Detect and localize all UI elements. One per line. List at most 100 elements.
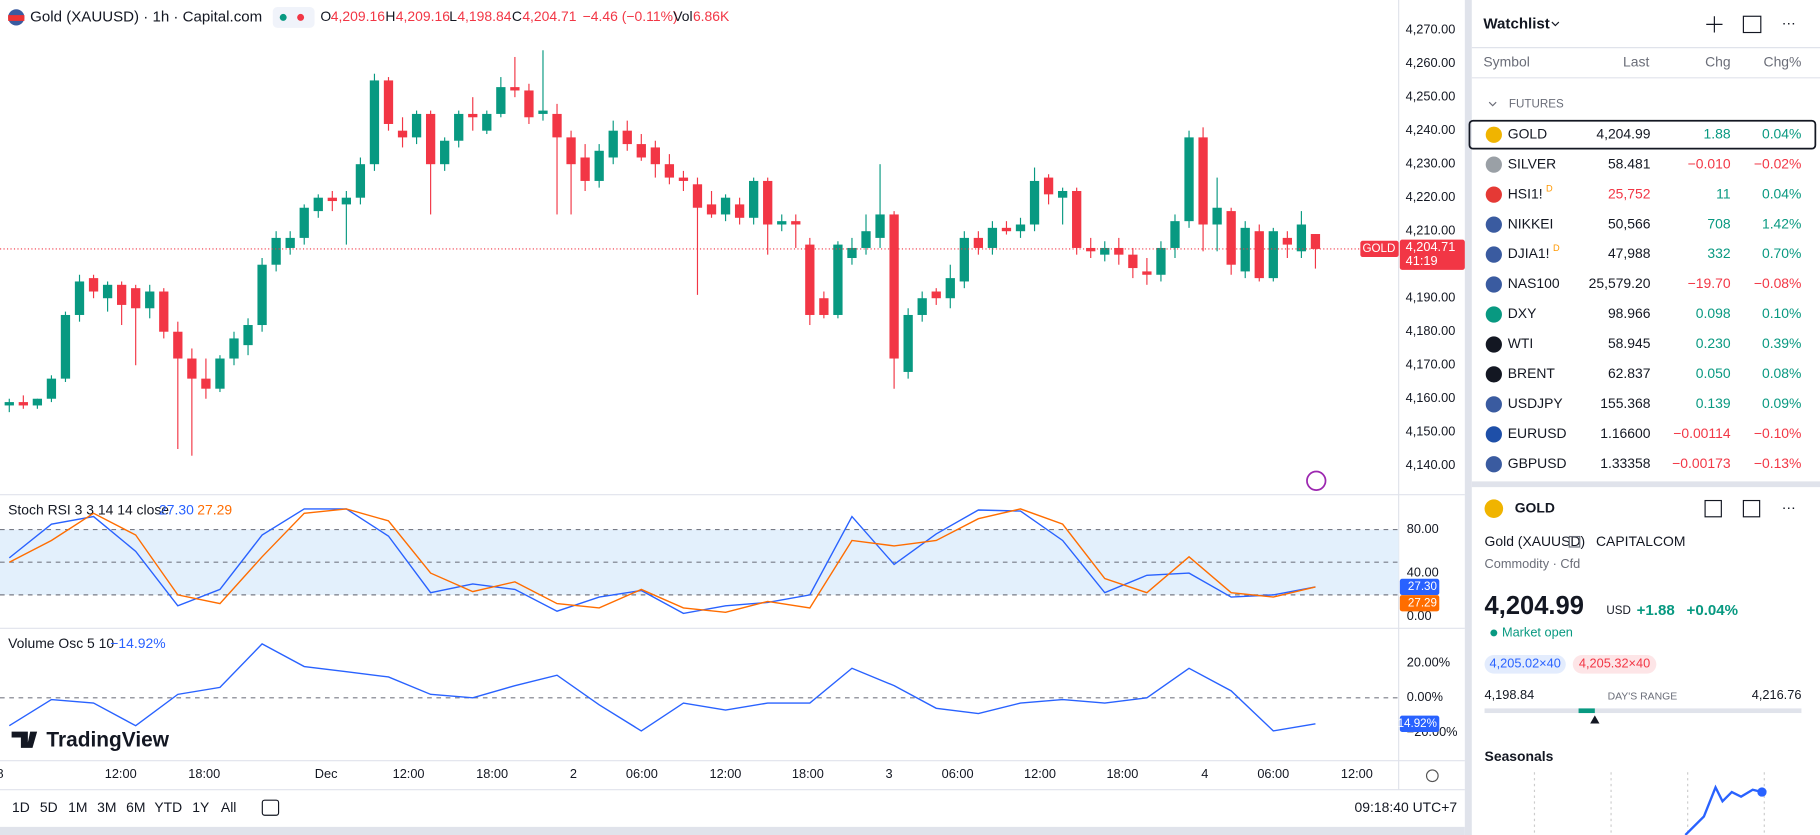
candle-body	[257, 264, 267, 326]
value-box	[1399, 578, 1440, 596]
row-symbol: HSI1!	[1508, 185, 1543, 201]
row-chg-pct: 0.70%	[1762, 245, 1801, 261]
candle-body	[889, 214, 899, 359]
row-chg: −19.70	[1688, 275, 1731, 291]
candle-body	[1184, 137, 1194, 222]
candle-body	[847, 247, 857, 259]
range-button[interactable]: 1Y	[192, 799, 209, 815]
ask: 4,205.32×40	[1579, 656, 1650, 671]
symbol-title[interactable]: Gold (XAUUSD) · 1h · Capital.com	[30, 8, 262, 25]
candle-body	[4, 402, 14, 406]
y-tick-label: 4,180.00	[1406, 323, 1456, 338]
candle-body	[833, 244, 843, 315]
candle-body	[706, 204, 717, 215]
y-tick-label: 4,140.00	[1406, 457, 1456, 472]
detail-change: +1.88	[1637, 602, 1675, 619]
row-badge: D	[1546, 183, 1553, 193]
row-symbol: USDJPY	[1508, 395, 1563, 411]
more-icon[interactable]: ⋯	[1782, 15, 1796, 31]
candle-body	[1310, 234, 1321, 249]
column-header[interactable]: Last	[1623, 53, 1649, 69]
range-button[interactable]: 3M	[97, 799, 116, 815]
candle-body	[1029, 180, 1040, 225]
value-box-label: −14.92%	[1391, 717, 1437, 730]
detail-price: 4,204.99	[1485, 592, 1584, 620]
symbol-icon	[1485, 456, 1502, 473]
range-button[interactable]: 1M	[68, 799, 87, 815]
range-button[interactable]: 1D	[12, 799, 30, 815]
y-tick-label: 4,260.00	[1406, 55, 1456, 70]
layout-icon[interactable]	[1742, 15, 1762, 34]
row-symbol: GOLD	[1508, 125, 1547, 141]
add-icon[interactable]	[1706, 16, 1723, 33]
row-symbol: WTI	[1508, 335, 1534, 351]
row-chg-pct: 0.04%	[1762, 125, 1801, 141]
watchlist-title[interactable]: Watchlist	[1483, 15, 1549, 32]
column-header[interactable]: Symbol	[1483, 53, 1529, 69]
range-button[interactable]: All	[221, 799, 236, 815]
bid: 4,205.02×40	[1490, 656, 1561, 671]
bottom-divider	[0, 826, 1465, 835]
candle-body	[678, 177, 689, 181]
candle-body	[1156, 247, 1166, 275]
candle-body	[411, 113, 422, 138]
symbol-icon	[1485, 366, 1502, 383]
candle-body	[271, 237, 281, 265]
detail-symbol[interactable]: GOLD	[1515, 499, 1555, 515]
row-chg-pct: −0.13%	[1754, 455, 1802, 471]
column-header[interactable]: Chg%	[1764, 53, 1802, 69]
indicator-title[interactable]: Volume Osc 5 10	[8, 635, 114, 651]
candle-body	[1001, 227, 1012, 232]
group-label[interactable]: FUTURES	[1509, 98, 1564, 111]
indicator-line	[8, 508, 1316, 613]
symbol-icon	[1485, 336, 1502, 353]
row-chg-pct: 0.39%	[1762, 335, 1801, 351]
candle-body	[805, 244, 815, 315]
grid-icon[interactable]	[1704, 499, 1722, 518]
ohlc-change: −4.46 (−0.11%)	[583, 8, 678, 24]
candle-body	[720, 197, 731, 215]
column-header[interactable]: Chg	[1705, 53, 1731, 69]
candle-body	[538, 110, 548, 114]
candle-body	[903, 314, 913, 372]
row-chg: 0.230	[1696, 335, 1731, 351]
more-icon[interactable]: ⋯	[1782, 499, 1796, 515]
candle-body	[524, 90, 534, 118]
candle-body	[608, 130, 618, 158]
range-fill	[1578, 708, 1595, 714]
day-low: 4,198.84	[1485, 687, 1535, 702]
x-tick-label: Dec	[315, 766, 338, 781]
group-toggle[interactable]	[1488, 101, 1497, 107]
edit-icon[interactable]	[1742, 499, 1761, 518]
candle-body	[917, 298, 927, 315]
candle-body	[496, 87, 506, 114]
seasonals-title[interactable]: Seasonals	[1485, 748, 1554, 764]
dropdown-icon[interactable]	[1551, 21, 1560, 27]
selected-row	[1468, 119, 1817, 150]
settings-icon[interactable]	[1425, 769, 1439, 783]
range-button[interactable]: 6M	[126, 799, 145, 815]
range-button[interactable]: YTD	[154, 799, 182, 815]
candle-body	[664, 164, 675, 178]
range-button[interactable]: 5D	[40, 799, 58, 815]
link-icon[interactable]	[1568, 535, 1581, 548]
candle-body	[131, 288, 141, 309]
row-last: 4,204.99	[1596, 125, 1650, 141]
candle-body	[74, 281, 85, 315]
calendar-icon[interactable]	[261, 799, 280, 816]
row-symbol: GBPUSD	[1508, 455, 1567, 471]
indicator-title[interactable]: Stoch RSI 3 3 14 14 close	[8, 502, 169, 518]
alert-icon[interactable]	[1306, 470, 1327, 491]
candle-body	[102, 284, 113, 299]
candle-body	[383, 80, 394, 124]
row-badge: D	[1553, 243, 1560, 253]
candle-body	[692, 184, 703, 208]
candle-body	[1198, 137, 1208, 225]
candle-body	[397, 130, 408, 138]
indicator-value: 27.30	[159, 502, 194, 518]
candle-body	[1114, 247, 1124, 255]
status-pill[interactable]	[272, 6, 315, 28]
candle-body	[1170, 221, 1180, 248]
row-chg: 0.139	[1696, 395, 1731, 411]
price-tag	[1399, 239, 1465, 270]
